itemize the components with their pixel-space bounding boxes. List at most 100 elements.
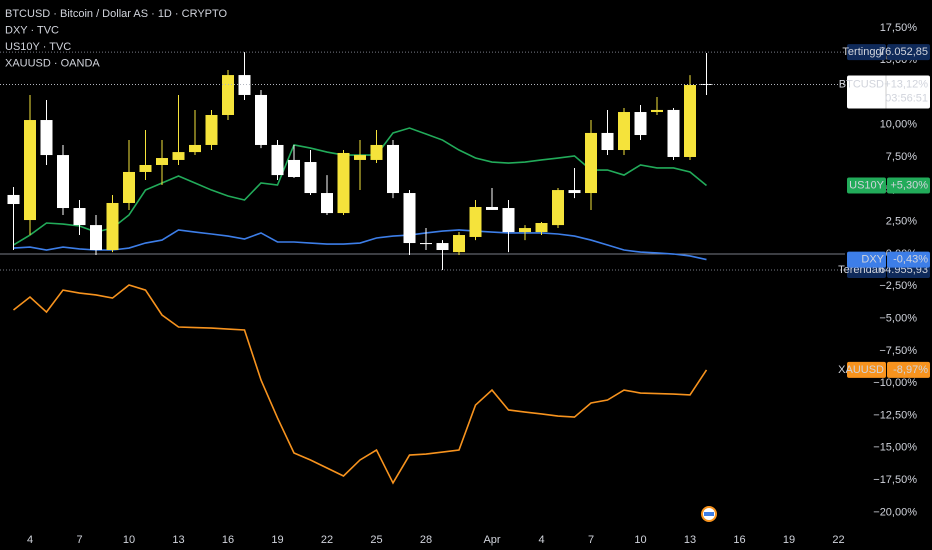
series-label-name: DXY (861, 253, 884, 265)
x-tick-label: 25 (370, 534, 382, 546)
candle-body (321, 193, 333, 214)
candle-body (106, 202, 119, 251)
candle-body (90, 225, 102, 251)
y-tick-label: 10,00% (880, 119, 918, 131)
btc-label-box (847, 75, 930, 109)
candle-body (651, 109, 663, 113)
series-label-value-box (887, 251, 930, 268)
btc-label-name: BTCUSD (839, 78, 884, 90)
x-tick-label: 22 (321, 534, 333, 546)
high-label-value: 76.052,85 (879, 46, 928, 58)
y-tick-label: −20,00% (873, 506, 917, 518)
candle-body (568, 190, 581, 194)
x-tick-label: 13 (684, 534, 696, 546)
series-line (13, 284, 708, 485)
series-label-name: US10Y (849, 179, 885, 191)
y-tick-label: −5,00% (879, 313, 917, 325)
candle-body (700, 83, 713, 85)
series-line (13, 229, 707, 261)
y-tick-label: −15,00% (873, 442, 917, 454)
candle-body (601, 132, 614, 151)
legend-entry: XAUUSD · OANDA (5, 57, 100, 69)
candle-body (535, 223, 548, 233)
candle-body (519, 228, 531, 233)
series-label-value: -0,43% (893, 253, 928, 265)
high-label-name-box (847, 44, 886, 61)
x-tick-label: 7 (76, 534, 82, 546)
candle-body (288, 159, 300, 178)
candle-body (453, 235, 465, 253)
x-tick-label: 4 (538, 534, 544, 546)
candle-body (40, 120, 53, 156)
candle-body (354, 155, 366, 160)
candle-body (370, 144, 383, 160)
x-tick-label: 22 (832, 534, 844, 546)
x-tick-label: 10 (123, 534, 135, 546)
legend-entry: BTCUSD · Bitcoin / Dollar AS · 1D · CRYP… (5, 8, 228, 20)
btc-label-value: +13,12% (884, 78, 928, 90)
candle-body (238, 75, 251, 95)
x-tick-label: 7 (588, 534, 594, 546)
legend-entry: DXY · TVC (5, 24, 59, 36)
candle-body (634, 112, 647, 136)
series-label-value: -8,97% (893, 364, 928, 376)
x-tick-label: 19 (783, 534, 795, 546)
candle-body (304, 162, 317, 194)
y-tick-label: −10,00% (873, 377, 917, 389)
event-flag[interactable] (704, 512, 714, 516)
candle-body (552, 190, 564, 226)
y-tick-label: −2,50% (879, 280, 917, 292)
candle-body (123, 171, 135, 203)
series-label-value: +5,30% (890, 179, 928, 191)
x-tick-label: 16 (222, 534, 234, 546)
y-tick-label: 17,50% (880, 22, 918, 34)
x-tick-label: 4 (27, 534, 33, 546)
legend-entry: US10Y · TVC (5, 41, 71, 53)
candle-body (271, 144, 284, 176)
candle-body (403, 193, 416, 244)
candle-body (139, 164, 152, 172)
x-tick-label: 19 (271, 534, 283, 546)
candle-body (585, 132, 597, 194)
candle-body (387, 144, 399, 194)
candle-body (436, 243, 449, 251)
x-tick-label: Apr (483, 534, 500, 546)
series-label-name-box (847, 177, 886, 194)
candle-body (73, 208, 86, 226)
candle-body (469, 206, 482, 237)
candle-body (684, 85, 696, 157)
candle-body (667, 109, 680, 157)
btc-countdown: 03:56:51 (885, 92, 928, 104)
x-tick-label: 13 (172, 534, 184, 546)
candle-body (172, 152, 185, 160)
high-label-name: Tertinggi (842, 46, 884, 58)
series-label-name: XAUUSD (838, 364, 884, 376)
candle-body (337, 152, 350, 214)
candle-body (486, 206, 498, 210)
candle-body (24, 120, 36, 221)
candle-body (156, 158, 168, 165)
series-label-value-box (887, 361, 930, 378)
x-tick-label: 28 (420, 534, 432, 546)
y-tick-label: 2,50% (886, 216, 917, 228)
y-tick-label: 7,50% (886, 151, 917, 163)
y-tick-label: −12,50% (873, 409, 917, 421)
series-label-name-box (847, 251, 886, 268)
x-tick-label: 16 (733, 534, 745, 546)
candle-body (222, 75, 234, 115)
candle-body (255, 94, 267, 145)
y-tick-label: −7,50% (879, 345, 917, 357)
candle-body (205, 114, 218, 145)
x-tick-label: 10 (634, 534, 646, 546)
candle-body (420, 243, 432, 245)
candle-body (57, 155, 69, 209)
high-label-value-box (887, 44, 930, 61)
series-label-value-box (887, 177, 930, 194)
candle-body (7, 194, 20, 205)
series-label-name-box (847, 361, 886, 378)
candle-body (618, 112, 630, 151)
event-icon[interactable] (701, 506, 717, 522)
candle-body (502, 208, 515, 233)
